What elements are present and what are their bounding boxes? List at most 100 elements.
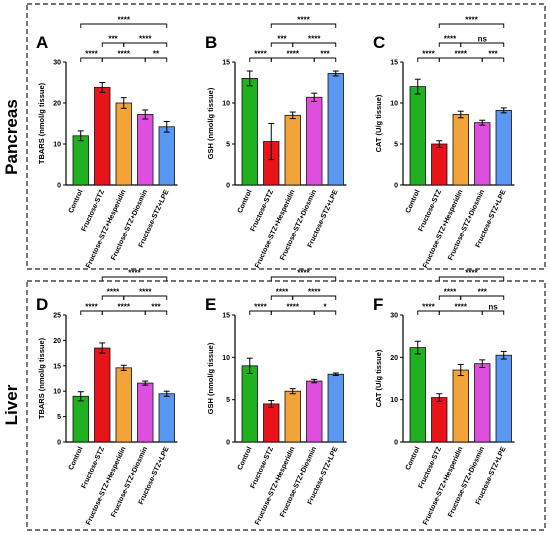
y-tick-label: 10	[222, 355, 230, 362]
y-tick-label: 10	[53, 389, 61, 396]
significance-label: ****	[139, 35, 152, 44]
y-axis-label: TBARS (nmol/g tissue)	[37, 82, 46, 164]
panel-a: A 0 10 20 30 TBARS (nmol/g tissue) ControlFruc…	[36, 16, 178, 269]
significance-bracket	[438, 295, 462, 300]
significance-bracket	[144, 57, 168, 62]
category-label: Control	[237, 189, 254, 215]
significance-label: ****	[276, 288, 289, 297]
y-axis-label: CAT (U/g tissue)	[374, 349, 383, 407]
y-tick-label: 15	[222, 313, 230, 320]
significance-bracket	[101, 42, 125, 47]
category-label: Control	[405, 446, 422, 472]
significance-bracket	[270, 42, 294, 47]
significance-label: *	[323, 303, 327, 312]
bar	[263, 403, 280, 443]
panel-f: F 0 10 20 30 CAT (U/g tissue) ControlFructose-…	[373, 269, 515, 526]
significance-bracket	[438, 276, 505, 281]
significance-bracket	[481, 310, 505, 315]
panel-b: B 0 5 10 15 GSH (nmol/g tissue) ControlFructos…	[205, 16, 347, 269]
significance-label: ****	[308, 288, 321, 297]
significance-bracket	[460, 295, 505, 300]
panel-d: D 0 5 10 15 20 25 TBARS (nmol/g tissue) ControlF…	[36, 269, 178, 526]
bar	[284, 390, 301, 443]
significance-label: ns	[488, 303, 498, 312]
bar	[452, 114, 469, 186]
y-axis-label: CAT (U/g tissue)	[374, 94, 383, 152]
panel-letter: D	[36, 295, 48, 314]
significance-label: ****	[254, 303, 267, 312]
bar	[158, 126, 175, 186]
y-tick-label: 30	[390, 313, 398, 320]
bar	[431, 143, 448, 186]
significance-bracket	[292, 295, 337, 300]
significance-bracket	[270, 23, 337, 28]
significance-bracket	[438, 57, 483, 62]
y-tick-label: 10	[53, 142, 61, 149]
significance-bracket	[417, 57, 440, 62]
bar	[409, 86, 426, 186]
pancreas-frame	[26, 3, 546, 270]
significance-bracket	[313, 57, 337, 62]
y-tick-label: 0	[394, 183, 398, 190]
row-label-liver: Liver	[2, 384, 21, 425]
significance-label: ***	[277, 35, 287, 44]
significance-bracket	[123, 295, 168, 300]
significance-label: ****	[287, 303, 300, 312]
y-tick-label: 10	[390, 101, 398, 108]
bar	[115, 367, 132, 443]
category-label: Fructose-STZ	[418, 188, 444, 233]
bar	[115, 102, 132, 186]
y-tick-label: 0	[226, 183, 230, 190]
bar	[495, 109, 512, 186]
significance-bracket	[438, 23, 505, 28]
bar	[158, 393, 175, 443]
significance-bracket	[438, 310, 483, 315]
y-axis-label: GSH (nmol/g tissue)	[206, 87, 215, 159]
bar	[72, 395, 89, 443]
bar	[495, 354, 512, 443]
y-tick-label: 20	[53, 338, 61, 345]
bar	[284, 114, 301, 186]
bar	[137, 114, 154, 186]
significance-bracket	[417, 310, 440, 315]
significance-label: ****	[455, 50, 468, 59]
liver-frame	[26, 280, 546, 531]
significance-label: ***	[151, 303, 161, 312]
y-tick-label: 5	[57, 414, 61, 421]
row-label-pancreas: Pancreas	[2, 99, 21, 175]
bar	[327, 73, 344, 186]
significance-bracket	[270, 57, 315, 62]
significance-label: ****	[444, 288, 457, 297]
y-axis-label: TBARS (nmol/g tissue)	[37, 337, 46, 419]
significance-bracket	[292, 42, 337, 47]
y-tick-label: 0	[57, 183, 61, 190]
significance-bracket	[481, 57, 505, 62]
bar	[452, 369, 469, 443]
category-label: Fructose-STZ	[81, 188, 107, 233]
significance-label: ****	[287, 50, 300, 59]
y-tick-label: 5	[394, 142, 398, 149]
bar	[474, 122, 491, 186]
y-tick-label: 5	[226, 397, 230, 404]
y-tick-label: 10	[222, 101, 230, 108]
significance-label: ***	[478, 288, 488, 297]
category-label: Fructose-STZ	[418, 445, 444, 490]
bar	[474, 363, 491, 443]
significance-label: ns	[478, 35, 488, 44]
category-label: Fructose-STZ+Hesperidin	[254, 189, 296, 269]
bar	[241, 365, 258, 443]
bar	[306, 96, 323, 186]
y-tick-label: 10	[390, 397, 398, 404]
y-tick-label: 0	[226, 440, 230, 447]
category-label: Fructose-STZ	[81, 445, 107, 490]
panel-letter: B	[205, 33, 217, 52]
significance-bracket	[249, 57, 272, 62]
significance-bracket	[80, 23, 168, 28]
category-label: Fructose-STZ+Hesperidin	[85, 189, 127, 269]
significance-bracket	[101, 310, 146, 315]
bar	[94, 347, 111, 443]
significance-label: ***	[108, 35, 118, 44]
bar	[94, 87, 111, 186]
y-tick-label: 30	[53, 60, 61, 67]
